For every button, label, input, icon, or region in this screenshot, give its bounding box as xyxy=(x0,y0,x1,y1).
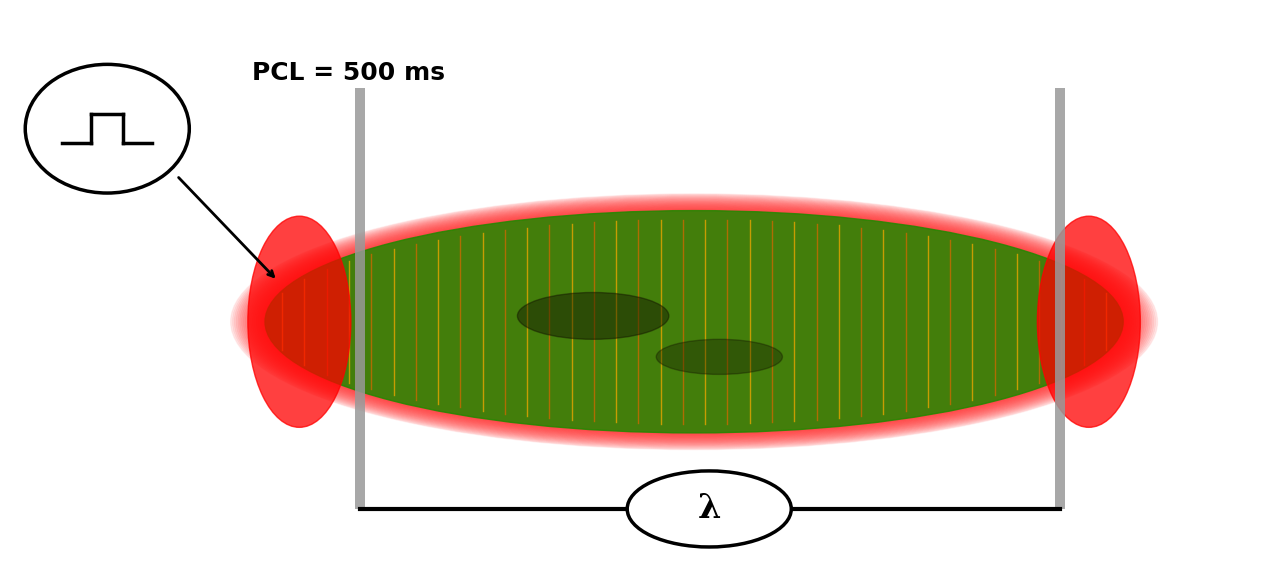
Ellipse shape xyxy=(247,202,1141,442)
Ellipse shape xyxy=(231,194,1157,449)
Ellipse shape xyxy=(252,204,1136,439)
Ellipse shape xyxy=(244,200,1145,443)
Ellipse shape xyxy=(236,197,1152,447)
Ellipse shape xyxy=(1037,216,1141,427)
Ellipse shape xyxy=(232,195,1156,449)
FancyBboxPatch shape xyxy=(1055,88,1065,509)
Ellipse shape xyxy=(265,211,1123,433)
Ellipse shape xyxy=(251,204,1137,440)
Circle shape xyxy=(627,471,791,547)
Ellipse shape xyxy=(517,292,669,339)
Text: λ: λ xyxy=(698,493,721,525)
Ellipse shape xyxy=(240,198,1148,445)
Ellipse shape xyxy=(235,195,1153,448)
Ellipse shape xyxy=(239,198,1150,446)
Ellipse shape xyxy=(241,199,1147,445)
Ellipse shape xyxy=(247,216,351,427)
Text: PCL = 500 ms: PCL = 500 ms xyxy=(252,61,445,85)
Ellipse shape xyxy=(25,64,189,193)
Ellipse shape xyxy=(656,339,782,374)
Ellipse shape xyxy=(245,201,1143,442)
Ellipse shape xyxy=(249,203,1140,441)
FancyBboxPatch shape xyxy=(355,88,365,509)
